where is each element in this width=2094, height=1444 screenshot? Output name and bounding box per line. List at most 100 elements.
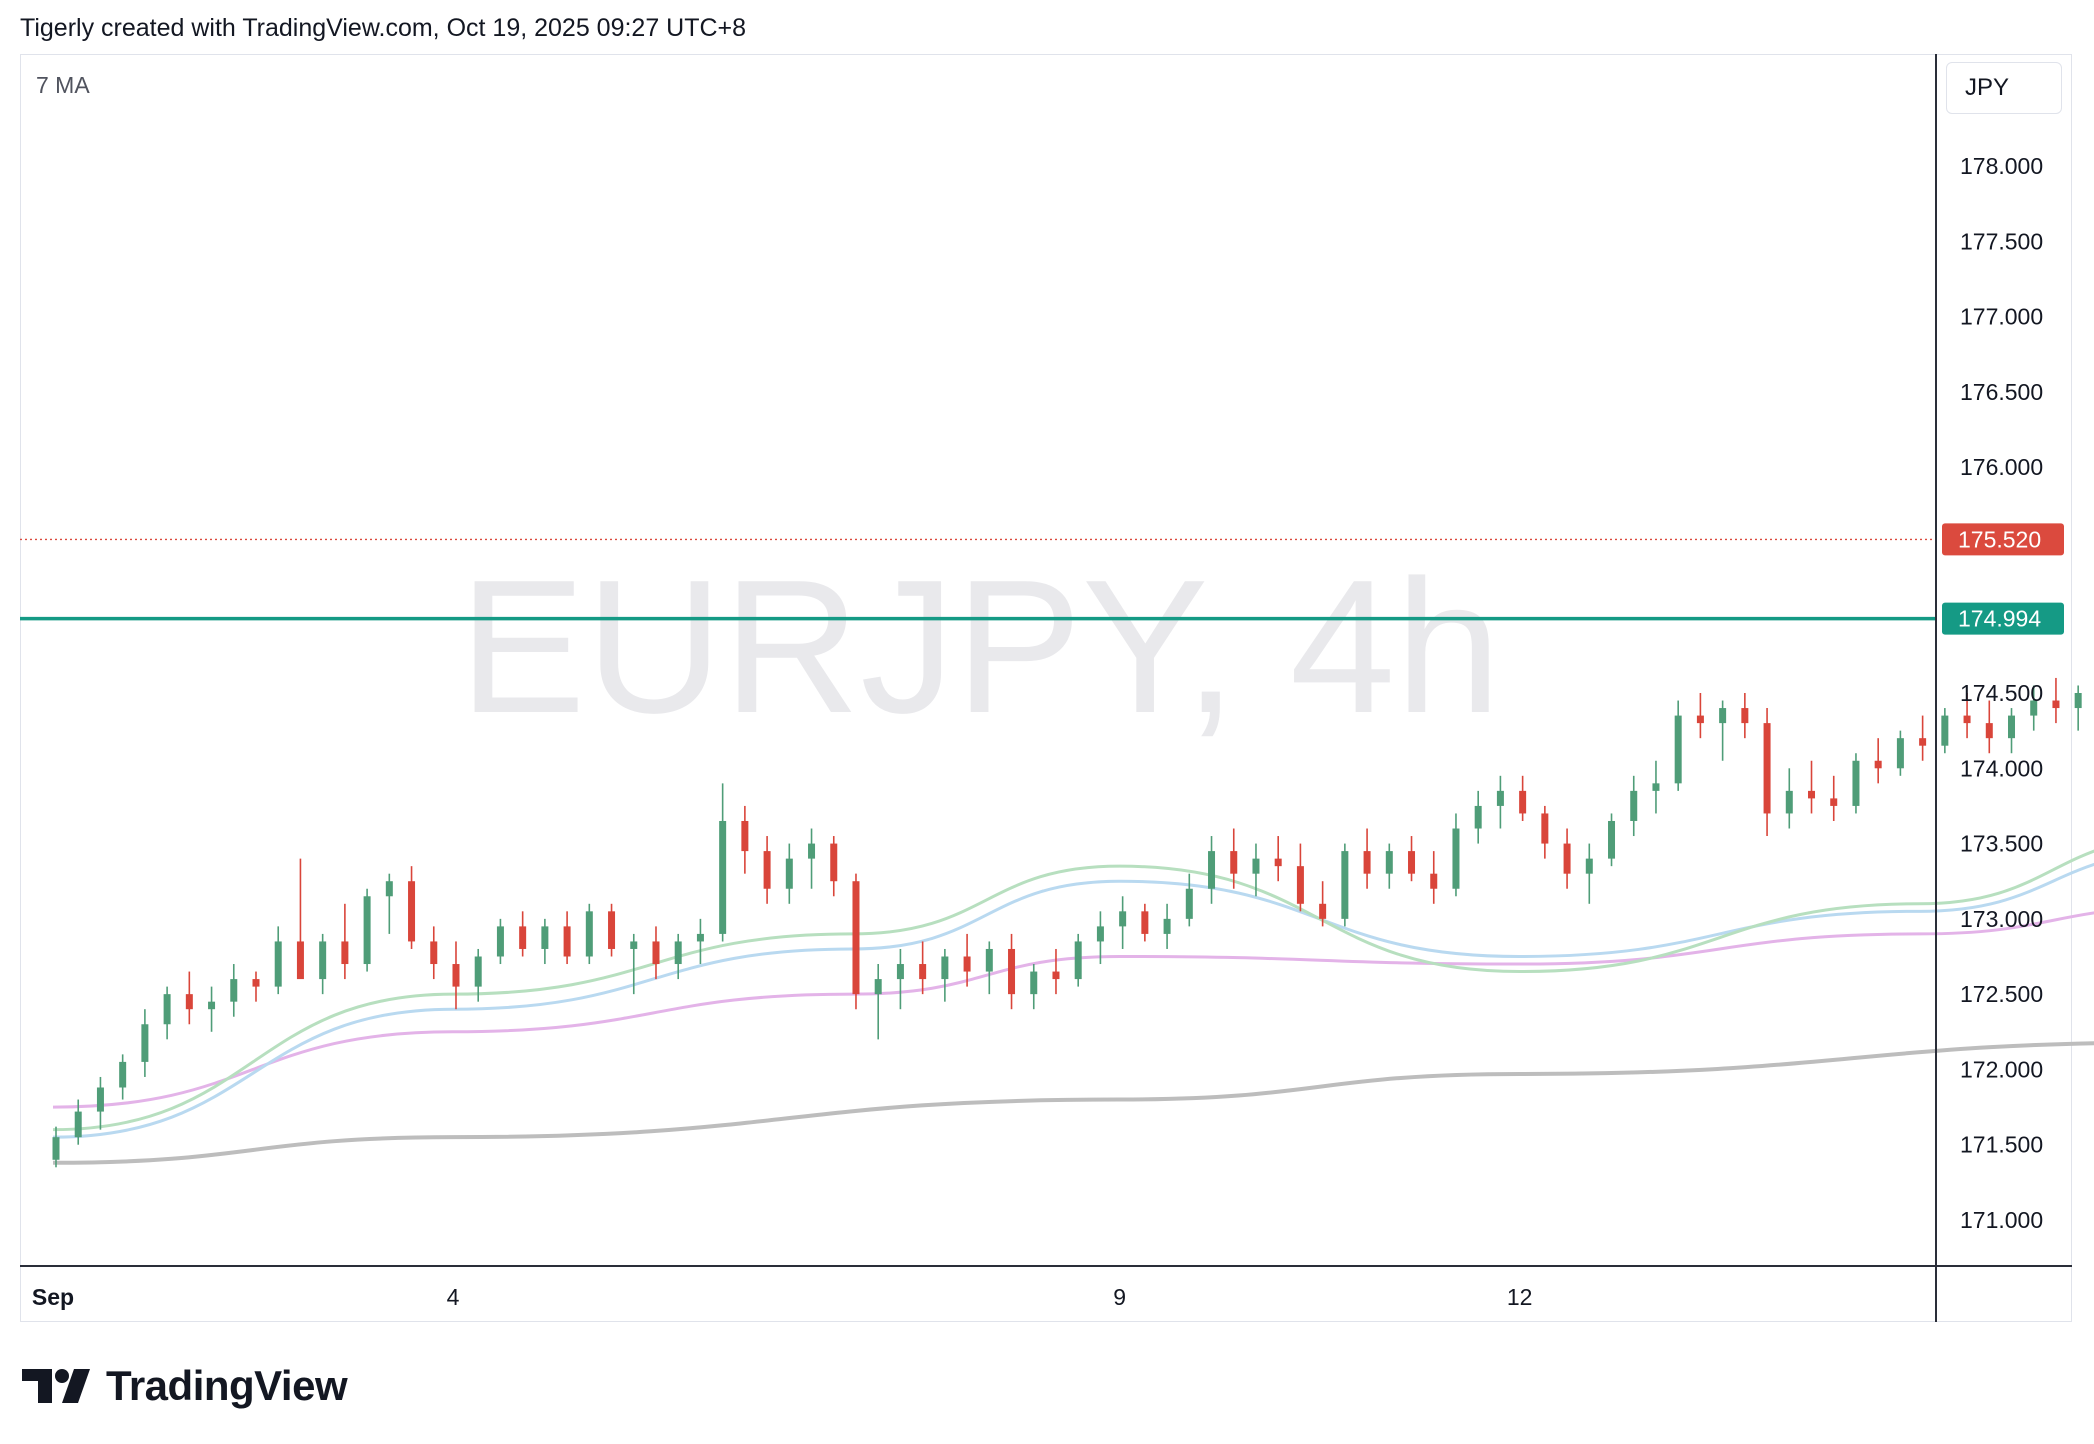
- time-tick-label: Sep: [32, 1284, 74, 1310]
- candle-body: [1496, 790, 1504, 806]
- candle: [1585, 843, 1593, 904]
- candle-body: [1430, 873, 1438, 889]
- candle: [763, 836, 771, 904]
- price-tick-label: 173.000: [1960, 906, 2043, 932]
- candle: [1185, 873, 1193, 927]
- candle-body: [585, 911, 593, 957]
- candle-body: [1741, 708, 1749, 724]
- symbol-watermark: EURJPY, 4h: [459, 541, 1501, 753]
- indicator-legend-label[interactable]: 7 MA: [36, 72, 90, 98]
- chart-frame: [20, 54, 2072, 1322]
- candle: [563, 911, 571, 965]
- candle-body: [1141, 911, 1149, 934]
- candle-body: [719, 820, 727, 934]
- candle-body: [696, 933, 704, 942]
- candle-body: [319, 941, 327, 980]
- candle-body: [652, 941, 660, 965]
- candle-body: [341, 941, 349, 965]
- candle-body: [630, 941, 638, 949]
- candle: [519, 911, 527, 957]
- time-tick-label: 4: [447, 1284, 460, 1310]
- candle-body: [496, 926, 504, 957]
- candle-body: [963, 956, 971, 972]
- last-price-tag: [1942, 523, 2064, 556]
- candle: [963, 933, 971, 987]
- candle: [652, 926, 660, 980]
- candle-body: [1408, 851, 1416, 874]
- candle: [1230, 828, 1238, 889]
- tradingview-logo[interactable]: TradingView: [22, 1362, 348, 1410]
- candle-body: [808, 843, 816, 859]
- price-tick-label: 174.500: [1960, 680, 2043, 706]
- candle: [1452, 813, 1460, 897]
- axes: 178.000 177.500 177.000 176.500 176.000 174.5…: [20, 54, 2072, 1322]
- candle: [1408, 836, 1416, 882]
- candle: [808, 828, 816, 889]
- candle-body: [385, 881, 393, 897]
- candle: [1608, 813, 1616, 867]
- candle: [830, 836, 838, 897]
- candle: [1474, 790, 1482, 844]
- candle: [785, 843, 793, 904]
- candle: [163, 986, 171, 1040]
- candle-body: [1630, 790, 1638, 821]
- candle: [208, 986, 216, 1032]
- candle-body: [1919, 738, 1927, 746]
- candle-body: [1185, 888, 1193, 919]
- candle-body: [1985, 723, 1993, 739]
- candle: [1141, 903, 1149, 942]
- candle: [1563, 828, 1571, 889]
- last-price-tag-label: 175.520: [1958, 526, 2041, 552]
- tradingview-logo-text: TradingView: [106, 1362, 348, 1409]
- candle: [1785, 768, 1793, 829]
- candle-body: [2008, 715, 2016, 739]
- candle: [852, 873, 860, 1010]
- candle-body: [1830, 798, 1838, 806]
- candle-body: [1963, 715, 1971, 724]
- candle: [1808, 760, 1816, 814]
- candle: [2030, 685, 2038, 731]
- candle-body: [1585, 858, 1593, 874]
- moving-averages: [52, 849, 2094, 1165]
- currency-selector[interactable]: JPY: [1946, 62, 2062, 114]
- candle: [341, 903, 349, 980]
- candle-body: [741, 820, 749, 852]
- candle-body: [2052, 700, 2060, 709]
- candle: [985, 941, 993, 995]
- candle: [674, 933, 682, 980]
- candle: [541, 918, 549, 965]
- candle-body: [252, 979, 260, 987]
- candle: [1052, 948, 1060, 995]
- candle-body: [563, 926, 571, 957]
- candle-body: [763, 851, 771, 889]
- candle-body: [1763, 723, 1771, 814]
- time-tick-label: 12: [1507, 1284, 1533, 1310]
- candle: [2008, 708, 2016, 754]
- price-tick-label: 176.500: [1960, 379, 2043, 405]
- candle: [919, 941, 927, 995]
- drawings: [20, 538, 1936, 621]
- moving-average-line-ma_blue: [52, 862, 2094, 1139]
- candle: [1719, 700, 1727, 761]
- candle: [941, 948, 949, 1002]
- candle-body: [274, 941, 282, 987]
- candle-body: [1252, 858, 1260, 874]
- candle: [1874, 738, 1882, 784]
- candle: [1496, 775, 1504, 829]
- candle: [608, 903, 616, 957]
- candle: [1296, 843, 1304, 912]
- candle-body: [1096, 926, 1104, 942]
- candle: [1630, 775, 1638, 837]
- candle: [496, 918, 504, 965]
- candle: [2052, 677, 2060, 724]
- price-tick-label: 172.500: [1960, 981, 2043, 1007]
- candle: [1985, 700, 1993, 754]
- candle: [630, 933, 638, 995]
- candle-body: [519, 926, 527, 949]
- candle: [385, 873, 393, 934]
- candle-body: [1652, 783, 1660, 791]
- candle: [230, 964, 238, 1017]
- candle-body: [1119, 911, 1127, 927]
- candle: [719, 783, 727, 942]
